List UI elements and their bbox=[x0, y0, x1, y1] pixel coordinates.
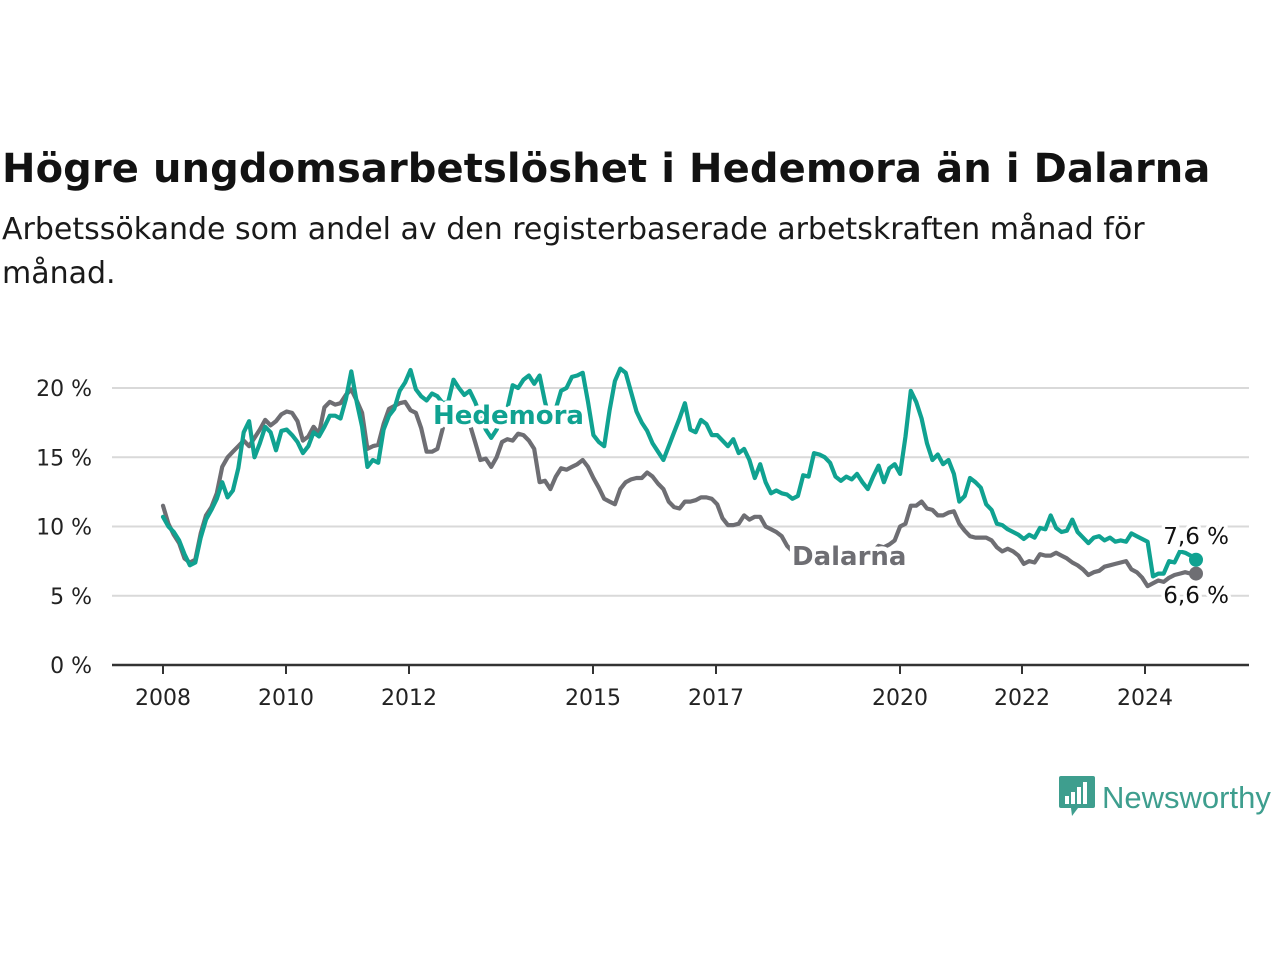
y-tick-label: 5 % bbox=[50, 585, 92, 610]
end-point-hedemora bbox=[1189, 552, 1203, 567]
x-tick-label: 2010 bbox=[258, 686, 314, 711]
x-tick-label: 2024 bbox=[1117, 686, 1173, 711]
y-tick-label: 10 % bbox=[36, 516, 92, 541]
grid-lines bbox=[112, 387, 1249, 667]
x-axis-ticks: 2008 2010 2012 2015 2017 2020 2022 2024 bbox=[135, 665, 1173, 711]
series-labels: Hedemora Dalarna 7,6 % 6,6 % bbox=[429, 397, 1233, 613]
end-label-hedemora: 7,6 % bbox=[1163, 524, 1229, 550]
series-label-hedemora: Hedemora bbox=[433, 401, 584, 431]
end-point-dalarna bbox=[1189, 566, 1203, 581]
series-line-hedemora bbox=[160, 366, 1199, 579]
brand-name: Newsworthy bbox=[1102, 780, 1271, 815]
x-tick-label: 2008 bbox=[135, 686, 191, 711]
x-tick-label: 2012 bbox=[381, 686, 437, 711]
series-label-dalarna: Dalarna bbox=[792, 542, 906, 572]
series-line-dalarna bbox=[160, 387, 1199, 589]
newsworthy-chart-bubble-icon bbox=[1058, 774, 1096, 822]
x-tick-label: 2020 bbox=[872, 686, 928, 711]
y-axis-ticks: 0 % 5 % 10 % 15 % 20 % bbox=[36, 377, 92, 679]
x-tick-label: 2022 bbox=[994, 686, 1050, 711]
y-tick-label: 15 % bbox=[36, 446, 92, 471]
x-tick-label: 2017 bbox=[688, 686, 744, 711]
series-lines bbox=[160, 366, 1199, 589]
chart-subtitle: Arbetssökande som andel av den registerb… bbox=[2, 212, 1145, 291]
y-tick-label: 0 % bbox=[50, 654, 92, 679]
y-tick-label: 20 % bbox=[36, 377, 92, 402]
newsworthy-logo: Newsworthy bbox=[1058, 774, 1271, 822]
chart-title: Högre ungdomsarbetslöshet i Hedemora än … bbox=[2, 146, 1211, 192]
x-tick-label: 2015 bbox=[565, 686, 621, 711]
end-label-dalarna: 6,6 % bbox=[1163, 583, 1229, 609]
